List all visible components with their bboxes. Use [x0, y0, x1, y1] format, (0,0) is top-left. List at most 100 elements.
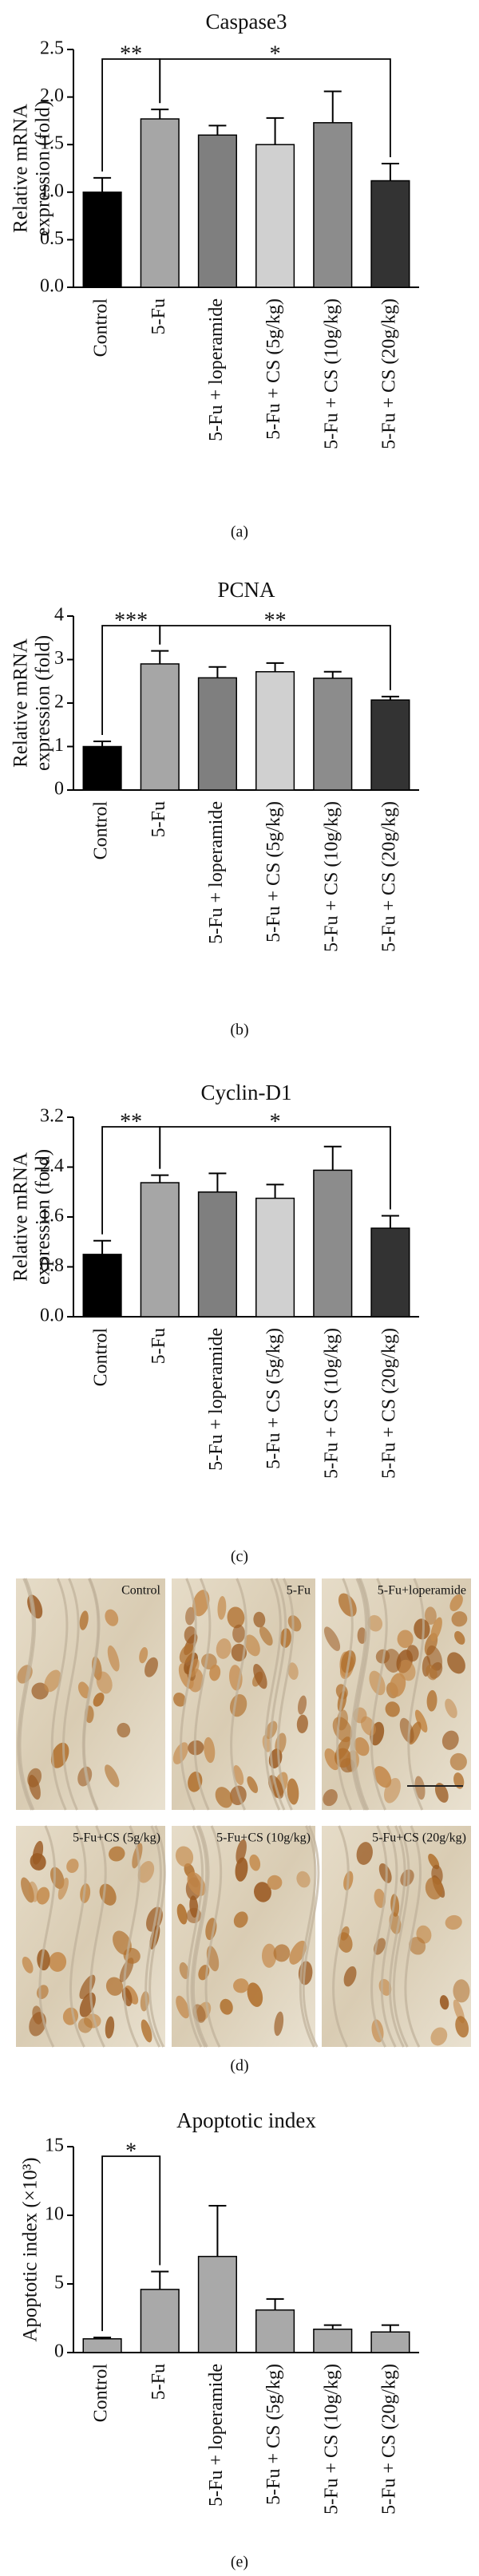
y-tick-label: 0.0 — [40, 276, 64, 297]
stained-cell — [425, 1877, 443, 1900]
tissue-fold — [269, 1578, 287, 1811]
stained-cell — [217, 1595, 227, 1620]
y-axis-label: expression (fold) — [33, 635, 54, 771]
bar — [140, 1182, 180, 1318]
tissue-fold — [299, 1825, 317, 2048]
bar — [197, 677, 237, 791]
stained-cell — [249, 1854, 261, 1871]
stained-cell — [378, 1863, 392, 1883]
x-tick-label: 5-Fu — [148, 1328, 169, 1364]
error-bar — [323, 670, 342, 678]
y-axis-label: Relative mRNA — [10, 638, 32, 768]
stained-cell — [176, 1903, 188, 1925]
stained-cell — [192, 1590, 210, 1617]
stained-cell — [434, 1783, 449, 1803]
stained-cell — [414, 1709, 428, 1732]
bar — [197, 2255, 237, 2353]
y-tick-label: 0.5 — [40, 228, 64, 249]
stained-cell — [287, 1778, 299, 1805]
chart-title: Apoptotic index — [176, 2108, 316, 2132]
bar — [255, 1197, 295, 1318]
tissue-fold — [351, 1578, 370, 1811]
y-tick-label: 2.4 — [40, 1156, 64, 1176]
error-bar — [151, 2270, 169, 2290]
bar — [370, 1227, 410, 1318]
stained-cell — [107, 1645, 120, 1672]
significance-bracket — [159, 1126, 391, 1210]
stained-cell — [455, 2016, 469, 2038]
y-tick-label: 3.2 — [40, 1106, 64, 1127]
error-bar — [266, 1183, 284, 1199]
stained-cell — [185, 1606, 196, 1626]
significance-bracket — [101, 2155, 161, 2332]
y-tick-label: 0 — [54, 2341, 64, 2362]
stained-cell — [227, 1606, 245, 1629]
bar — [82, 192, 122, 288]
stained-cell — [28, 1774, 41, 1800]
tissue-fold — [69, 1825, 87, 2048]
tissue-fold — [193, 1578, 212, 1811]
tissue-fold — [123, 1825, 141, 2048]
tissue-fold — [18, 1578, 37, 1811]
tissue-fold — [192, 1825, 210, 2048]
bar — [255, 2309, 295, 2353]
tissue-fold — [350, 1578, 368, 1811]
tissue-fold — [81, 1578, 100, 1811]
significance-label: ** — [120, 1109, 142, 1134]
stained-cell — [49, 1952, 67, 1972]
bar — [255, 144, 295, 288]
stained-cell — [253, 1611, 266, 1628]
stained-cell — [454, 1630, 465, 1645]
y-tick-label: 1.5 — [40, 133, 64, 154]
stained-cell — [451, 1611, 468, 1627]
x-tick-label: 5-Fu + CS (20g/kg) — [378, 801, 399, 952]
stained-cell — [139, 1647, 148, 1664]
bar — [313, 122, 353, 288]
tissue-fold — [190, 1825, 208, 2048]
stained-cell — [323, 1626, 341, 1651]
bar — [313, 1169, 353, 1318]
stained-cell — [447, 1652, 465, 1674]
error-bar — [93, 1239, 112, 1254]
stained-cell — [247, 1776, 259, 1793]
stained-cell — [233, 1978, 249, 1993]
stained-cell — [385, 1701, 400, 1717]
stained-cell — [93, 1693, 105, 1707]
stained-cell — [244, 1634, 260, 1657]
tissue-fold — [404, 1825, 422, 2048]
bar — [255, 671, 295, 791]
tissue-fold — [370, 1825, 388, 2048]
tissue-fold — [332, 1825, 350, 2048]
stained-cell — [109, 1846, 125, 1862]
stained-cell — [216, 1638, 232, 1659]
stained-cell — [233, 1911, 248, 1928]
y-tick-label: 1.6 — [40, 1206, 64, 1227]
stained-cell — [113, 1930, 132, 1955]
stained-cell — [287, 1615, 302, 1632]
stained-cell — [445, 1698, 457, 1718]
x-tick-label: 5-Fu + CS (20g/kg) — [378, 2364, 399, 2515]
error-bar — [323, 2324, 342, 2329]
stained-cell — [406, 1645, 419, 1661]
stained-cell — [105, 1977, 124, 1996]
micrograph-label: 5-Fu+CS (20g/kg) — [372, 1831, 466, 1845]
x-tick-label: 5-Fu + loperamide — [206, 1328, 227, 1471]
stained-cell — [337, 1932, 353, 1953]
stained-cell — [267, 1875, 283, 1891]
y-axis-label: expression (fold) — [33, 1149, 54, 1285]
tissue-fold — [38, 1825, 57, 2048]
y-tick-label: 3 — [54, 648, 64, 669]
error-bar — [266, 662, 284, 672]
x-tick-label: 5-Fu — [148, 2364, 169, 2400]
y-tick-label: 0.8 — [40, 1255, 64, 1276]
stained-cell — [449, 1752, 467, 1771]
x-tick-label: 5-Fu + loperamide — [206, 2364, 227, 2507]
y-axis-label: Relative mRNA — [10, 1152, 32, 1282]
stained-cell — [259, 1626, 273, 1646]
stained-cell — [367, 1614, 383, 1632]
tissue-fold — [186, 1825, 204, 2048]
stained-cell — [209, 1664, 221, 1681]
x-tick-label: 5-Fu — [148, 298, 169, 334]
bar — [313, 678, 353, 791]
stained-cell — [354, 1736, 370, 1756]
